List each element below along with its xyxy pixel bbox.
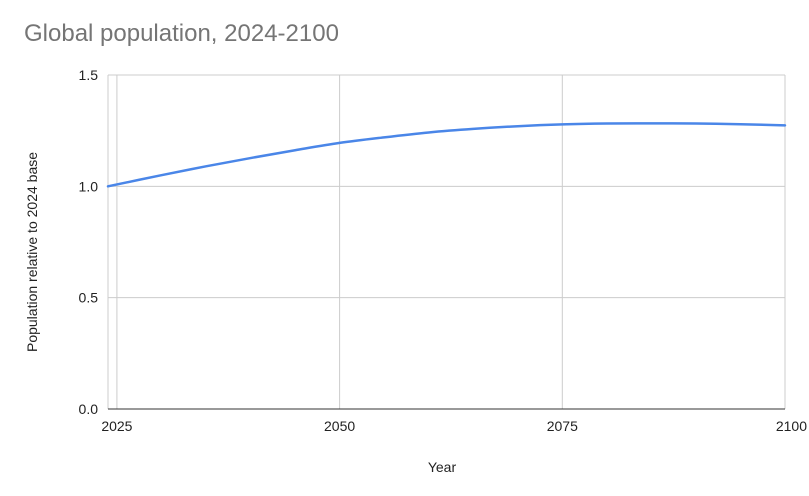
y-tick-label: 0.0 xyxy=(79,401,99,417)
x-tick-label: 2050 xyxy=(324,418,355,434)
x-tick-label: 2075 xyxy=(547,418,578,434)
x-tick-label: 2100 xyxy=(776,418,807,434)
gridlines xyxy=(107,74,786,409)
x-axis-title: Year xyxy=(428,459,457,475)
tick-labels: 0.0 0.5 1.0 1.5 2025 2050 2075 2100 xyxy=(79,67,808,434)
x-tick-label: 2025 xyxy=(101,418,132,434)
y-tick-label: 1.5 xyxy=(79,67,99,83)
series-layer xyxy=(106,122,787,188)
y-tick-label: 1.0 xyxy=(79,178,99,194)
y-tick-label: 0.5 xyxy=(79,290,99,306)
chart-title: Global population, 2024-2100 xyxy=(24,20,339,47)
series-line xyxy=(106,122,787,188)
y-axis-title: Population relative to 2024 base xyxy=(24,152,40,352)
